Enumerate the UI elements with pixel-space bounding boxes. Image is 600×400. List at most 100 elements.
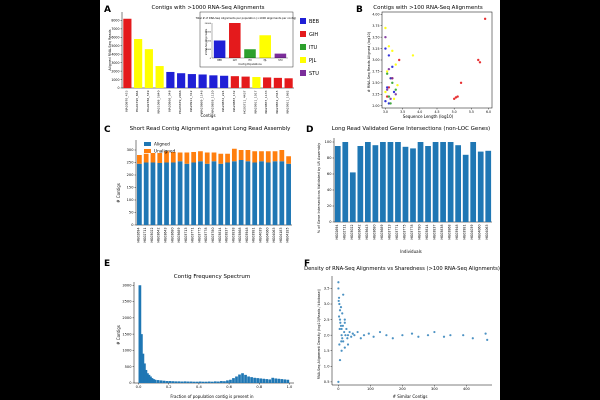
y-tick-label: 0 — [117, 86, 119, 90]
panel-a-x-tick-label: NA20887_132 — [232, 90, 236, 111]
panel-f-point — [340, 340, 343, 343]
panel-a-x-tick-label: HG03679_2066 — [178, 90, 182, 113]
panel-e-bar — [138, 285, 142, 383]
panel-c: C Short Read Contig Alignment against Lo… — [104, 125, 292, 243]
panel-d-x-tick-label: HG03814 — [425, 225, 429, 240]
panel-c-bar-unaligned — [177, 152, 183, 162]
panel-f-points — [337, 281, 489, 383]
panel-e-bar — [144, 369, 148, 383]
panel-f-point — [337, 287, 340, 290]
panel-d-x-tick-label: HG03642 — [357, 225, 361, 240]
panel-e-xlabel: Fraction of population contig is present… — [170, 394, 254, 399]
panel-e-bar — [152, 379, 155, 383]
panel-a-y-tick-labels: 0 1000 2000 3000 4000 5000 6000 7000 8000 — [111, 19, 122, 90]
panel-c-x-tick-label: HG03022 — [150, 228, 154, 243]
panel-c-x-tick-label: HG04039 — [258, 228, 262, 243]
panel-d-x-tick-label: HG03981 — [463, 225, 467, 240]
panel-e-bar — [207, 381, 211, 383]
panel-b-point-beb — [387, 54, 391, 57]
y-tick-label: 2000 — [111, 69, 119, 73]
panel-f-xlabel: # Similar Contigs — [393, 394, 428, 399]
inset-bar — [213, 40, 226, 58]
panel-a-letter: A — [104, 5, 111, 15]
x-tick-label: 400 — [463, 387, 471, 391]
y-tick-label: 0 — [329, 220, 332, 224]
panel-d-x-tick-label: HG03713 — [387, 225, 391, 240]
panel-c-ylabel: # Contigs — [116, 183, 121, 203]
panel-d-letter: D — [306, 125, 313, 135]
panel-b-xlabel: Sequence Length (log10) — [403, 114, 454, 119]
panel-b-point-stu — [384, 35, 387, 39]
panel-c-bar-unaligned — [286, 156, 291, 164]
panel-d-x-tick-label: HG03022 — [350, 224, 354, 239]
x-tick-label: 0.2 — [166, 385, 172, 389]
panel-a-bar — [134, 39, 143, 88]
panel-c-bar-unaligned — [150, 153, 156, 163]
panel-f-point — [410, 332, 414, 335]
inset-ticks: 0 5000 10000 15000 20000 BEB GIH ITU PJL STU — [205, 23, 288, 62]
inset-x-tick-label: STU — [278, 59, 283, 62]
panel-e-bar — [140, 334, 143, 383]
panel-d-bar — [425, 146, 431, 222]
panel-d-bar — [342, 142, 349, 222]
panel-b-point-beb — [389, 77, 392, 80]
panel-c-legend-swatch — [144, 142, 151, 146]
panel-e: E Contig Frequency Spectrum 0 500 1000 1500… — [104, 259, 294, 399]
panel-a-legend: BEB GIH ITU PJL STU — [300, 18, 320, 77]
panel-d-x-tick-label: HG03838 — [440, 225, 444, 240]
panel-e-bar — [256, 378, 259, 383]
y-tick-label: 2000 — [122, 316, 132, 320]
panel-f-point — [462, 334, 465, 337]
panel-a-x-tick-label: NA20852_224 — [221, 90, 225, 111]
panel-b-point-itu — [387, 95, 391, 98]
panel-f-point — [351, 332, 354, 335]
panel-b-point-pjl — [394, 63, 397, 66]
panel-c-x-tick-label: HG03780 — [211, 228, 215, 243]
panel-a-bar — [209, 75, 218, 88]
panel-c-x-tick-label: HG04185 — [286, 228, 290, 243]
x-tick-label: 4.5 — [434, 110, 439, 114]
panel-e-bar — [220, 381, 223, 383]
panel-b-point-pjl — [396, 83, 399, 87]
panel-f-point — [401, 334, 404, 337]
panel-f-ticks: 0.5 1.0 1.5 2.0 2.5 3.0 3.5 0 100 200 300 400 — [324, 287, 471, 391]
panel-b-point-pjl — [411, 54, 415, 57]
panel-b-point-pjl — [385, 70, 389, 73]
panel-b-point-itu — [391, 81, 394, 85]
panel-a-bar — [252, 77, 261, 88]
panel-b-point-pjl — [391, 49, 394, 53]
y-tick-label: 3.50 — [372, 35, 379, 39]
panel-d-x-tick-label: HG03837 — [433, 225, 437, 240]
y-tick-label: 1500 — [122, 332, 132, 336]
panel-c-x-tick-label: HG03775 — [197, 228, 201, 243]
panel-e-bar — [180, 381, 184, 383]
panel-e-bar — [141, 353, 145, 383]
panel-b-point-gih — [397, 58, 401, 62]
panel-e-bar — [201, 381, 205, 383]
panel-c-bar-unaligned — [245, 150, 251, 162]
panel-e-bars — [138, 285, 290, 383]
panel-a-x-tick-label: HG02786_549 — [146, 90, 150, 111]
y-tick-label: 4000 — [111, 52, 119, 56]
panel-c-x-tick-label: HG03771 — [191, 228, 195, 243]
legend-label-pjl: PJL — [309, 58, 316, 64]
panel-f-point — [337, 296, 341, 299]
panel-c-bar-unaligned — [191, 152, 197, 163]
panel-d-bar — [364, 142, 371, 222]
panel-c-legend: Aligned Unaligned — [144, 142, 176, 154]
panel-a-x-tick-label: NA20858_1120 — [210, 90, 214, 113]
panel-b-point-gih — [478, 61, 482, 64]
panel-c-x-tick-label: HG03814 — [218, 228, 222, 243]
y-tick-label: 1.5 — [324, 349, 330, 353]
panel-c-bar-unaligned — [204, 152, 210, 164]
y-tick-label: 500 — [125, 365, 133, 369]
panel-c-bar-aligned — [218, 163, 224, 225]
panel-a-bar — [177, 73, 186, 88]
panel-d-bar — [432, 142, 439, 222]
panel-c-letter: C — [104, 125, 111, 135]
panel-c-bar-aligned — [170, 162, 176, 225]
panel-b-ticks: 2.00 2.25 2.50 2.75 3.00 3.25 3.50 3.75 4.00 3.0 3… — [372, 12, 491, 114]
panel-e-bar — [241, 373, 244, 383]
panel-f-point — [338, 302, 341, 306]
y-tick-label: 2.50 — [372, 81, 379, 85]
